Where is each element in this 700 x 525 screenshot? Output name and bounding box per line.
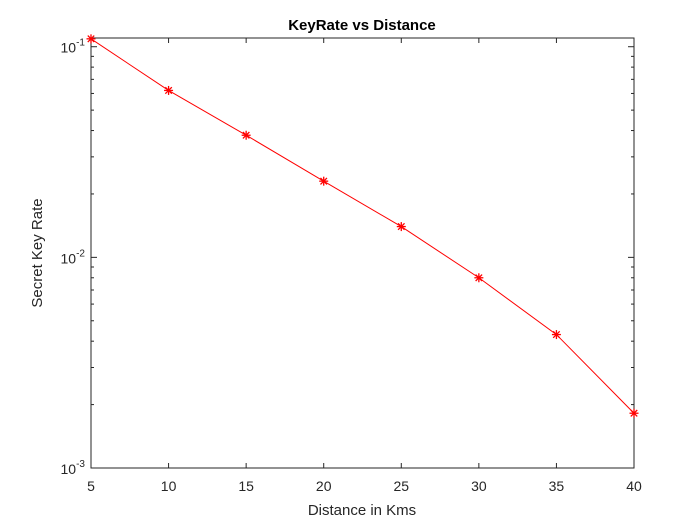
plot-area — [90, 37, 635, 469]
chart-title: KeyRate vs Distance — [288, 17, 436, 34]
x-tick-label: 40 — [626, 478, 642, 494]
x-tick-label: 10 — [161, 478, 177, 494]
data-point — [164, 85, 174, 95]
axis-ticks — [90, 38, 635, 469]
data-point — [474, 273, 484, 283]
y-tick-label: 10-2 — [61, 248, 86, 266]
x-tick-label: 35 — [549, 478, 565, 494]
series-line — [90, 38, 635, 414]
y-tick-label: 10-1 — [61, 38, 86, 56]
data-point — [241, 130, 251, 140]
y-tick-label: 10-3 — [61, 459, 86, 477]
data-point — [396, 222, 406, 232]
x-axis-label: Distance in Kms — [308, 502, 416, 519]
x-tick-labels: 5 10 15 20 25 30 35 40 — [87, 478, 642, 494]
x-tick-label: 25 — [393, 478, 409, 494]
x-tick-label: 20 — [316, 478, 332, 494]
data-point — [319, 176, 329, 186]
data-point — [629, 408, 639, 418]
x-tick-label: 5 — [87, 478, 95, 494]
x-tick-label: 30 — [471, 478, 487, 494]
y-axis-label: Secret Key Rate — [29, 198, 46, 307]
y-tick-labels: 10-1 10-2 10-3 — [61, 38, 86, 477]
x-tick-label: 15 — [238, 478, 254, 494]
series-layer — [86, 34, 639, 418]
data-point — [551, 330, 561, 340]
data-point — [86, 34, 96, 44]
